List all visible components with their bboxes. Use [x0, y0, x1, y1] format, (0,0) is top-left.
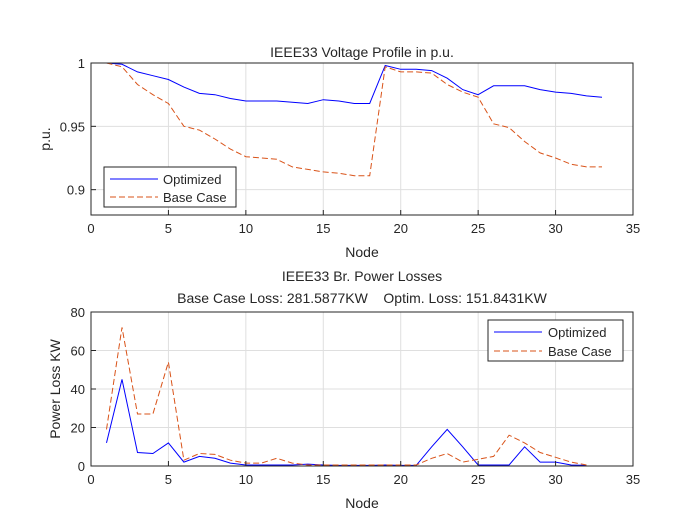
chart-subtitle: Base Case Loss: 281.5877KW Optim. Loss: …: [177, 290, 547, 306]
x-tick-label: 25: [471, 221, 485, 236]
chart-title: IEEE33 Br. Power Losses: [282, 268, 442, 284]
x-tick-label: 5: [165, 472, 172, 487]
legend-label-optimized: Optimized: [548, 325, 607, 340]
legend-label-base-case: Base Case: [548, 344, 612, 359]
y-tick-label: 0.9: [67, 183, 85, 198]
voltage-profile-chart: 0 5 10 15 20 25 30 35 0.9 0.95 1 IEEE33 Voltage P…: [37, 44, 640, 260]
legend: Optimized Base Case: [103, 166, 237, 208]
x-tick-label: 15: [316, 472, 330, 487]
series-line-optimized: [106, 62, 603, 105]
y-tick-label: 40: [71, 382, 85, 397]
x-tick-label: 15: [316, 221, 330, 236]
x-tick-label: 20: [393, 221, 407, 236]
x-axis-label: Node: [345, 495, 379, 511]
legend-label-optimized: Optimized: [163, 172, 222, 187]
y-ticks: 0 20 40 60 80: [71, 305, 96, 474]
y-tick-label: 1: [78, 56, 85, 71]
x-tick-label: 30: [548, 472, 562, 487]
legend-label-base-case: Base Case: [163, 190, 227, 205]
plot-frame: [90, 62, 634, 216]
series-lines: [106, 327, 587, 466]
series-lines: [106, 62, 603, 177]
x-tick-label: 20: [393, 472, 407, 487]
x-tick-label: 30: [548, 221, 562, 236]
x-tick-label: 0: [87, 472, 94, 487]
x-tick-label: 0: [87, 221, 94, 236]
y-axis-label: p.u.: [37, 127, 53, 150]
x-ticks: 0 5 10 15 20 25 30 35: [87, 210, 640, 236]
y-tick-label: 60: [71, 344, 85, 359]
x-tick-label: 25: [471, 472, 485, 487]
x-tick-label: 35: [626, 221, 640, 236]
x-tick-label: 10: [239, 472, 253, 487]
legend: Optimized Base Case: [487, 319, 624, 362]
x-tick-label: 5: [165, 221, 172, 236]
y-tick-label: 0: [78, 459, 85, 474]
x-tick-label: 35: [626, 472, 640, 487]
y-axis-label: Power Loss KW: [47, 338, 63, 438]
legend-box: [487, 319, 624, 362]
y-tick-label: 80: [71, 305, 85, 320]
x-axis-label: Node: [345, 244, 379, 260]
series-line-base-case: [106, 62, 602, 177]
series-line-base-case: [106, 327, 587, 466]
chart-title: IEEE33 Voltage Profile in p.u.: [270, 44, 454, 60]
y-tick-label: 20: [71, 421, 85, 436]
legend-box: [103, 166, 237, 208]
x-ticks: 0 5 10 15 20 25 30 35: [87, 461, 640, 487]
x-tick-label: 10: [239, 221, 253, 236]
y-ticks: 0.9 0.95 1: [60, 56, 96, 198]
y-tick-label: 0.95: [60, 119, 85, 134]
power-losses-chart: 0 5 10 15 20 25 30 35 0 20 40 60 80 IEEE33 Br. Powe…: [47, 268, 640, 511]
